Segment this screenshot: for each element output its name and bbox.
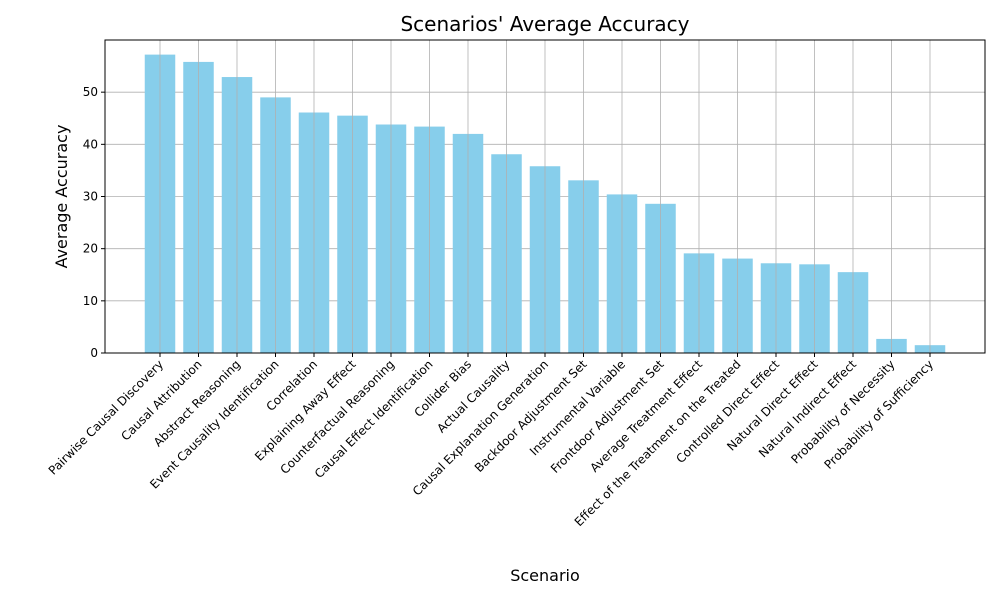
vertical-grid-lines	[159, 40, 931, 353]
x-axis-title: Scenario	[510, 566, 580, 585]
y-axis-title: Average Accuracy	[52, 125, 71, 269]
y-tick-label: 0	[90, 346, 98, 360]
y-tick-label: 10	[83, 294, 98, 308]
y-tick-label: 40	[83, 137, 98, 151]
y-tick-label: 30	[83, 190, 98, 204]
y-tick-label: 50	[83, 85, 98, 99]
chart-title: Scenarios' Average Accuracy	[400, 12, 689, 36]
y-tick-label: 20	[83, 242, 98, 256]
